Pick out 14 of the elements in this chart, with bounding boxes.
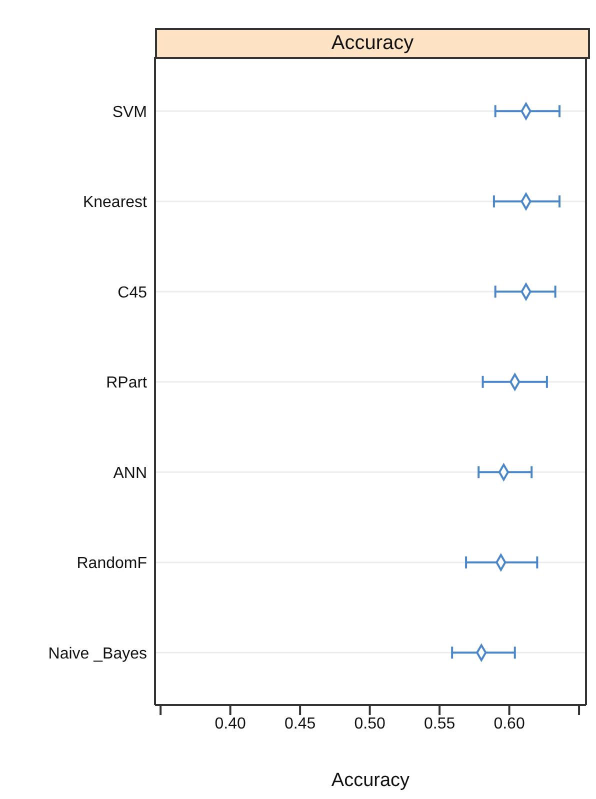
chart-title: Accuracy <box>331 32 414 54</box>
x-tick-label: 0.55 <box>424 715 456 732</box>
y-tick-label: SVM <box>112 104 147 121</box>
y-tick-label: ANN <box>113 464 147 482</box>
y-tick-label: RPart <box>106 374 148 392</box>
y-tick-label: Naive _Bayes <box>48 645 147 662</box>
y-tick-label: RandomF <box>76 555 148 572</box>
x-tick-label: 0.50 <box>354 715 386 732</box>
y-tick-label: Knearest <box>82 194 148 212</box>
y-tick-label: C45 <box>118 284 148 302</box>
x-axis-title: Accuracy <box>331 770 410 791</box>
x-tick-label: 0.45 <box>284 715 316 732</box>
x-tick-label: 0.40 <box>214 715 246 732</box>
x-tick-label: 0.60 <box>494 715 525 732</box>
